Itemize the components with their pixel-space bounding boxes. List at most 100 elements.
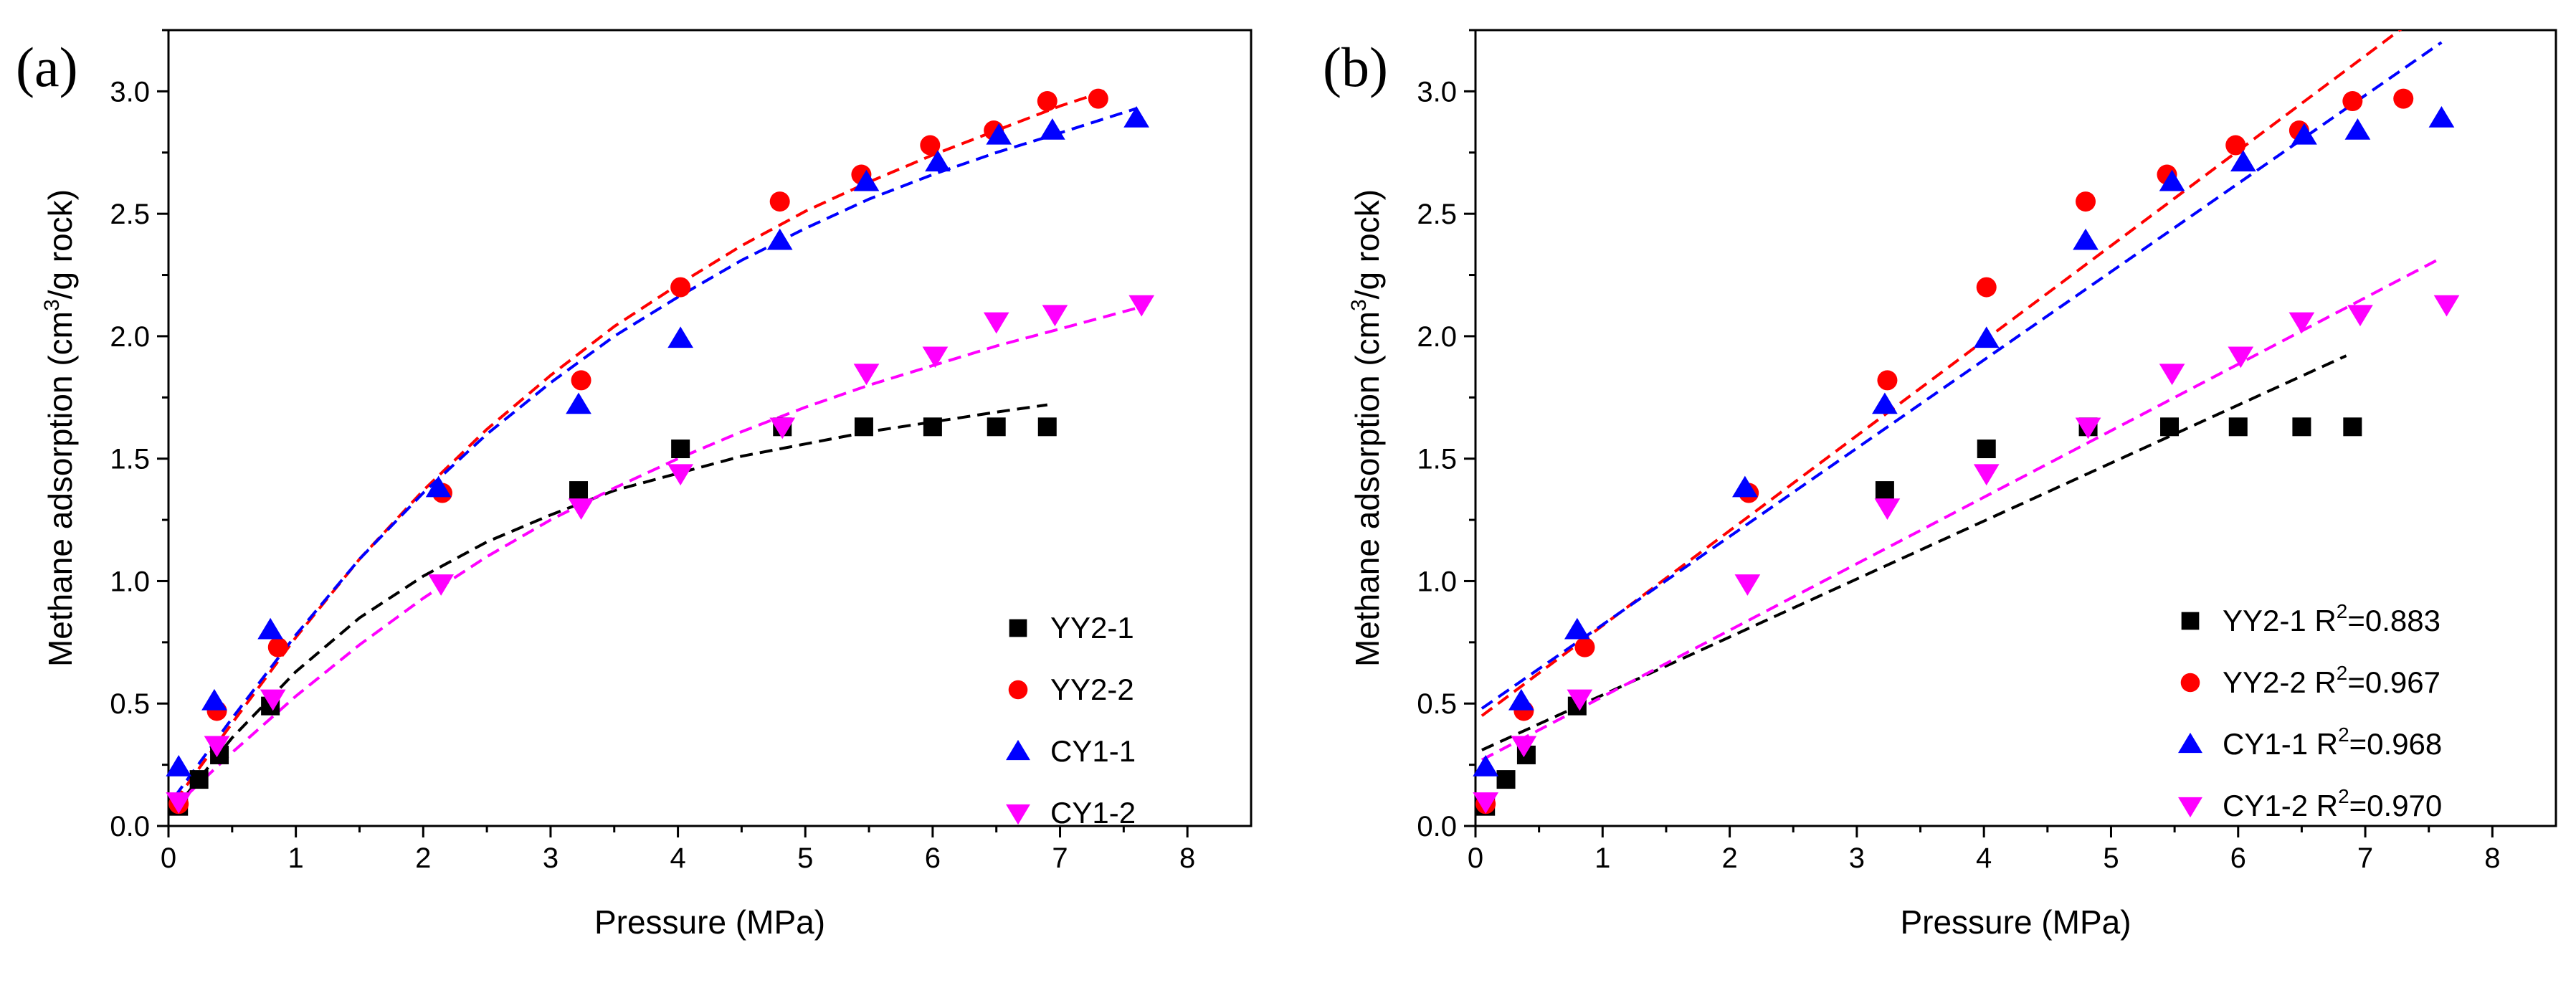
x-tick-label: 1	[1594, 842, 1610, 874]
data-point	[1734, 574, 1761, 596]
y-tick-label: 1.5	[1417, 444, 1457, 475]
legend-label: YY2-2 R	[2223, 665, 2337, 699]
series-cy1-2	[1473, 295, 2460, 814]
legend-r2-value: =0.970	[2349, 789, 2443, 822]
data-point	[1496, 770, 1516, 789]
data-point	[853, 364, 880, 386]
y-tick-label: 2.0	[1417, 321, 1457, 353]
y-tick-label: 3.0	[110, 76, 150, 108]
fit-line-yy2-2	[174, 90, 1106, 802]
data-point	[166, 792, 192, 814]
fit-line-yy2-2	[1481, 30, 2402, 717]
x-axis-title: Pressure (MPa)	[594, 903, 825, 941]
fit-line-cy1-2	[174, 305, 1142, 808]
data-point	[2343, 417, 2362, 437]
data-point	[986, 123, 1012, 145]
y-axis-title: Methane adsorption (cm3/g rock)	[40, 189, 79, 667]
data-point	[1877, 370, 1898, 391]
data-point	[925, 150, 951, 172]
legend-r2-value: =0.883	[2347, 604, 2440, 637]
x-tick-label: 7	[2357, 842, 2373, 874]
data-point	[2073, 228, 2099, 250]
x-tick-label: 5	[2103, 842, 2119, 874]
x-tick-label: 8	[1179, 842, 1195, 874]
legend-marker	[2181, 612, 2200, 630]
data-point	[854, 417, 873, 437]
data-point	[1874, 498, 1901, 520]
legend-r2-sup: 2	[2338, 723, 2349, 746]
data-point	[922, 346, 949, 369]
x-tick-label: 3	[1849, 842, 1865, 874]
data-point	[1973, 326, 2000, 348]
data-point	[2228, 346, 2254, 369]
series-cy1-1	[1473, 105, 2455, 777]
legend-r2-value: =0.968	[2349, 727, 2443, 761]
data-point	[987, 417, 1006, 437]
fit-line-cy1-1	[1481, 41, 2443, 710]
data-point	[2292, 417, 2311, 437]
panel-b: 0 1 2 3 4 5 6 7 8 0.0 0.5 1.0 1.5 2.0 2.5 3.0 Pressure (…	[1323, 29, 2557, 941]
data-point	[566, 392, 591, 414]
panel-a: 0 1 2 3 4 5 6 7 8 0.0 0.5 1.0 1.5 2.0 2.5 3.0 Pressure (…	[16, 29, 1253, 941]
data-point	[1875, 481, 1894, 500]
legend-entry: YY2-2 R2=0.967	[2223, 662, 2440, 699]
series-cy1-1	[166, 105, 1149, 777]
data-point	[204, 736, 230, 758]
data-point	[1088, 88, 1108, 109]
data-point	[1872, 392, 1898, 414]
data-point	[2344, 118, 2371, 140]
y-axis-title-sup: 3	[1347, 299, 1371, 311]
legend-entry: YY2-2	[1050, 673, 1134, 706]
x-tick-label: 2	[415, 842, 431, 874]
x-tick-label: 6	[925, 842, 941, 874]
plot-frame	[1474, 29, 2557, 827]
x-tick-label: 7	[1052, 842, 1068, 874]
fit-lines	[174, 90, 1142, 810]
data-point	[1128, 295, 1155, 317]
data-point	[571, 370, 591, 391]
data-point	[769, 417, 796, 440]
y-tick-label: 0.5	[110, 688, 150, 720]
legend-marker	[1006, 804, 1030, 825]
data-point	[2347, 305, 2373, 327]
y-axis-title-main: Methane adsorption (cm	[1349, 311, 1386, 667]
data-point	[2342, 91, 2363, 112]
data-point	[2428, 105, 2455, 128]
data-point	[2075, 417, 2101, 440]
data-point	[1567, 689, 1593, 711]
data-point	[2228, 417, 2248, 437]
series-yy2-2	[168, 88, 1108, 815]
x-tick-label: 0	[1468, 842, 1483, 874]
data-point	[2160, 417, 2180, 437]
data-point	[257, 617, 283, 640]
y-tick-label: 2.5	[110, 199, 150, 230]
data-point	[1042, 305, 1068, 327]
legend-label: YY2-1	[1050, 611, 1134, 645]
legend-marker	[1009, 619, 1027, 637]
y-axis-title-main: Methane adsorption (cm	[42, 311, 79, 667]
data-point	[2225, 135, 2246, 156]
legend-label: CY1-1 R	[2223, 727, 2338, 761]
data-point	[2159, 364, 2185, 386]
data-point	[2230, 150, 2256, 172]
x-tick-label: 6	[2230, 842, 2246, 874]
y-axis-title: Methane adsorption (cm3/g rock)	[1347, 189, 1386, 667]
data-point	[766, 228, 793, 250]
x-tick-label: 4	[1976, 842, 1992, 874]
data-point	[2159, 169, 2185, 191]
legend-entry: CY1-1 R2=0.968	[2223, 723, 2442, 761]
data-point	[1123, 105, 1149, 128]
data-point	[1973, 464, 2000, 486]
data-point	[1473, 792, 1499, 814]
y-tick-label: 2.5	[1417, 199, 1457, 230]
series-yy2-1	[169, 417, 1057, 816]
series-cy1-2	[166, 295, 1155, 814]
data-point	[1473, 755, 1499, 777]
data-point	[1508, 688, 1534, 711]
y-tick-label: 0.5	[1417, 688, 1457, 720]
y-tick-label: 1.5	[110, 444, 150, 475]
data-point	[201, 688, 227, 711]
y-axis-title-end: /g rock)	[42, 189, 79, 299]
data-point	[769, 191, 790, 212]
x-tick-label: 5	[797, 842, 813, 874]
